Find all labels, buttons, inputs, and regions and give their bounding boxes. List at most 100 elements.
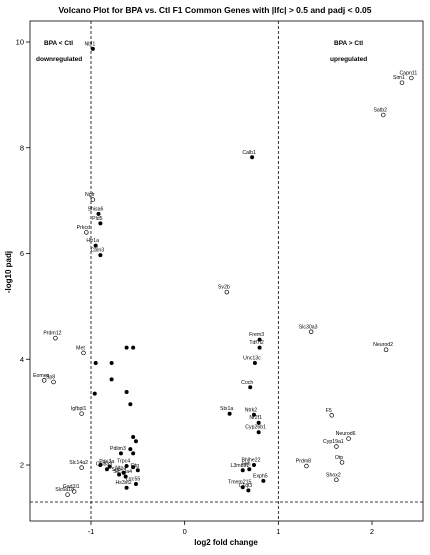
gene-label: Sv2b xyxy=(218,285,230,291)
gene-label: Bhlhe22 xyxy=(241,458,260,464)
y-tick-label: 8 xyxy=(20,143,24,152)
data-point-open xyxy=(329,413,334,418)
annotation-upregulated: upregulated xyxy=(330,56,367,63)
gene-label: Met xyxy=(76,345,85,351)
data-point-filled xyxy=(121,470,126,475)
gene-label: Tmem215 xyxy=(228,480,251,486)
data-point-open xyxy=(334,477,339,483)
gene-label: Slc30a3 xyxy=(299,324,318,330)
data-point-filled xyxy=(93,360,98,365)
gene-label: Trpc4 xyxy=(117,459,130,465)
gene-label: Neurod6 xyxy=(336,431,356,437)
annotation-bpa-greater: BPA > Ctl xyxy=(334,40,363,47)
data-point-filled xyxy=(98,463,103,467)
data-point-filled xyxy=(131,345,136,350)
gene-label: Htr1a xyxy=(86,238,99,244)
data-point-filled xyxy=(124,485,129,490)
data-point-open xyxy=(81,350,86,356)
gene-label: Hrh xyxy=(242,462,250,468)
gene-label: Prdm12 xyxy=(43,331,61,337)
gene-label: Frem3 xyxy=(249,332,264,338)
gene-label: Unc13c xyxy=(243,355,261,361)
data-point-open xyxy=(409,75,414,81)
gene-label: Hs3st2 xyxy=(116,480,132,486)
data-point-filled xyxy=(247,467,252,472)
y-tick-label: 6 xyxy=(20,249,24,258)
data-point-filled xyxy=(256,420,261,425)
data-point-open xyxy=(224,289,230,295)
gene-label: Ntn4 xyxy=(115,465,126,471)
gene-label: Sp8 xyxy=(46,374,55,380)
data-point-open xyxy=(51,379,56,385)
gene-label: Sgo xyxy=(111,467,120,473)
data-point-filled xyxy=(124,345,129,350)
data-point-open xyxy=(90,197,96,202)
gene-label: Lrrc55 xyxy=(126,477,141,483)
chart-title: Volcano Plot for BPA vs. Ctl F1 Common G… xyxy=(58,5,371,15)
data-point-filled xyxy=(98,221,103,226)
gene-label: Exph5 xyxy=(253,473,268,479)
data-point-filled xyxy=(96,211,101,216)
data-point-filled xyxy=(118,451,123,456)
annotation-downregulated: downregulated xyxy=(36,56,82,63)
data-point-filled xyxy=(240,468,245,473)
gene-label: Cyp26b1 xyxy=(245,425,266,431)
x-tick-label: 0 xyxy=(183,527,187,536)
data-point-filled xyxy=(131,434,136,439)
data-point-open xyxy=(380,112,386,118)
gene-label: Pdlim3 xyxy=(110,446,126,452)
data-point-open xyxy=(304,463,309,469)
data-point-filled xyxy=(131,465,136,470)
data-point-filled xyxy=(133,439,138,444)
data-point-filled xyxy=(117,472,122,477)
data-point-filled xyxy=(93,243,98,248)
data-point-open xyxy=(383,347,389,352)
data-point-filled xyxy=(128,447,133,452)
gene-label: Capn11 xyxy=(399,70,417,76)
gene-label: Tdf7l2 xyxy=(249,340,264,346)
gene-label: Nr2f1 xyxy=(249,415,262,421)
data-point-open xyxy=(308,329,314,335)
axes-layer: -1 0 1 2 2 4 6 8 10 xyxy=(16,38,374,537)
data-point-filled xyxy=(240,485,245,490)
gene-label: Pde3a xyxy=(99,459,114,465)
data-point-filled xyxy=(256,430,261,435)
gene-label: Otg xyxy=(131,463,139,469)
data-point-filled xyxy=(257,345,262,350)
data-point-open xyxy=(399,80,405,85)
data-point-filled xyxy=(98,253,103,258)
data-point-open xyxy=(79,465,84,470)
data-point-filled xyxy=(257,337,262,342)
data-point-filled xyxy=(246,488,251,493)
data-point-open xyxy=(79,411,84,416)
gene-label: Ntrk2 xyxy=(245,407,258,413)
gene-label: Sim1 xyxy=(393,75,405,81)
threshold-lines xyxy=(30,21,423,521)
plot-frame xyxy=(29,20,424,522)
x-tick-label: -1 xyxy=(88,527,95,536)
data-point-filled xyxy=(124,464,129,469)
data-point-filled xyxy=(107,464,112,469)
data-point-open xyxy=(41,378,47,383)
y-axis-label: -log10 padj xyxy=(4,251,13,293)
data-point-filled xyxy=(250,155,255,160)
data-point-filled xyxy=(252,360,257,365)
y-tick-label: 10 xyxy=(16,38,24,47)
gene-label: Stx1a xyxy=(220,406,233,412)
gene-label: Neurod2 xyxy=(373,342,393,348)
y-tick-label: 2 xyxy=(20,461,24,470)
data-point-filled xyxy=(109,360,114,365)
data-point-open xyxy=(71,489,77,494)
data-point-filled xyxy=(261,478,266,483)
gene-label: Cbln3 xyxy=(91,248,105,254)
gene-label: Nbl1 xyxy=(85,41,96,47)
data-point-open xyxy=(334,444,339,449)
data-points xyxy=(41,46,414,497)
data-point-open xyxy=(65,492,70,497)
gene-label: Pld5 xyxy=(92,216,102,222)
gene-label: Satb2 xyxy=(373,107,387,113)
data-point-filled xyxy=(131,451,136,456)
data-point-filled xyxy=(90,46,95,51)
gene-label: Eomes xyxy=(33,373,50,379)
data-point-filled xyxy=(133,482,138,487)
